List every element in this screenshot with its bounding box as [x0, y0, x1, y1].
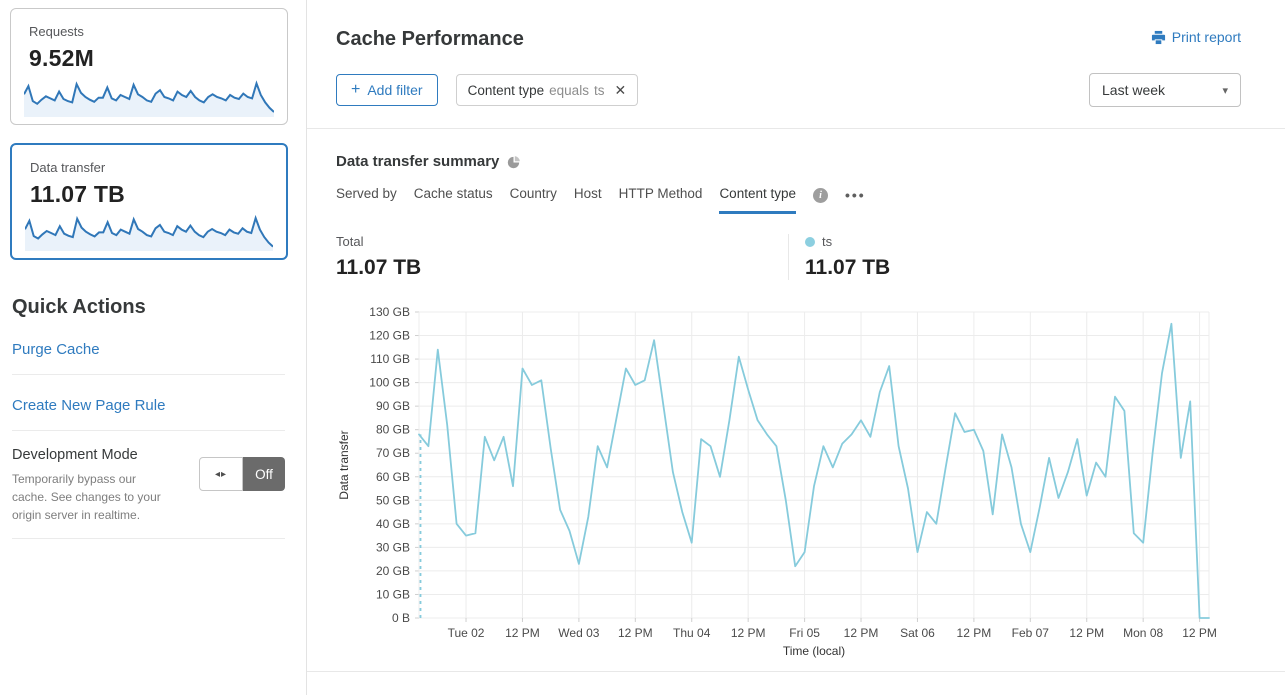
plus-icon: + — [351, 81, 361, 98]
tab-content-type[interactable]: Content type — [719, 186, 796, 214]
time-range-select[interactable]: Last week ▾ — [1089, 73, 1241, 107]
close-icon[interactable]: ✕ — [614, 81, 627, 98]
data-transfer-card[interactable]: Data transfer 11.07 TB — [10, 143, 288, 260]
svg-text:0 B: 0 B — [392, 611, 410, 625]
development-mode-title: Development Mode — [12, 447, 138, 463]
svg-text:Mon 08: Mon 08 — [1123, 626, 1163, 640]
filter-chip-value: ts — [593, 82, 605, 98]
tab-host[interactable]: Host — [573, 186, 602, 201]
development-mode-description: Temporarily bypass our cache. See change… — [12, 472, 161, 522]
header-row: Cache Performance Print report — [307, 0, 1285, 52]
svg-text:100 GB: 100 GB — [369, 376, 410, 390]
divider — [12, 430, 285, 431]
svg-text:12 PM: 12 PM — [844, 626, 879, 640]
svg-text:30 GB: 30 GB — [376, 540, 410, 554]
development-mode-row: Development Mode Temporarily bypass our … — [12, 447, 285, 524]
legend-dot-icon — [805, 236, 815, 247]
toggle-state-label: Off — [243, 457, 285, 491]
svg-text:12 PM: 12 PM — [1182, 626, 1217, 640]
quick-actions-title: Quick Actions — [12, 296, 146, 318]
info-icon[interactable]: i — [813, 187, 828, 203]
print-report-link[interactable]: Print report — [1151, 29, 1241, 45]
divider — [12, 374, 285, 375]
svg-text:70 GB: 70 GB — [376, 446, 410, 460]
data-transfer-card-label: Data transfer — [30, 160, 106, 175]
series-legend: ts — [805, 234, 890, 249]
add-filter-button[interactable]: + Add filter — [336, 74, 438, 106]
svg-text:12 PM: 12 PM — [505, 626, 540, 640]
add-filter-label: Add filter — [367, 82, 423, 98]
printer-icon — [1151, 30, 1166, 45]
development-mode-toggle[interactable]: ◂▸ Off — [199, 457, 285, 491]
requests-card-value: 9.52M — [29, 45, 94, 71]
divider — [12, 538, 285, 539]
tab-served-by[interactable]: Served by — [336, 186, 397, 201]
filter-chip[interactable]: Content type equals ts ✕ — [455, 74, 639, 106]
series-name: ts — [822, 234, 833, 249]
svg-text:80 GB: 80 GB — [376, 423, 410, 437]
data-transfer-card-value: 11.07 TB — [30, 181, 125, 207]
svg-text:10 GB: 10 GB — [376, 587, 410, 601]
more-options-icon[interactable]: ••• — [845, 187, 866, 203]
filter-row: + Add filter Content type equals ts ✕ La… — [307, 73, 1285, 107]
print-report-label: Print report — [1171, 29, 1241, 45]
svg-text:Time (local): Time (local) — [783, 644, 845, 658]
requests-card-label: Requests — [29, 24, 84, 39]
svg-text:Sat 06: Sat 06 — [900, 626, 935, 640]
svg-text:12 PM: 12 PM — [1069, 626, 1104, 640]
summary-title: Data transfer summary — [336, 153, 500, 170]
divider — [307, 128, 1285, 129]
svg-text:40 GB: 40 GB — [376, 517, 410, 531]
filter-chip-operator: equals — [549, 82, 589, 98]
svg-text:Wed 03: Wed 03 — [558, 626, 599, 640]
data-transfer-chart[interactable]: 0 B 10 GB 20 GB 30 GB 40 GB 50 GB 60 GB 70 GB 80… — [334, 302, 1285, 665]
svg-text:Thu 04: Thu 04 — [673, 626, 711, 640]
svg-text:Data transfer: Data transfer — [337, 430, 351, 499]
chevron-down-icon: ▾ — [1222, 84, 1228, 97]
development-mode-text: Development Mode Temporarily bypass our … — [12, 447, 170, 524]
total-stat: Total 11.07 TB — [336, 234, 789, 280]
svg-text:12 PM: 12 PM — [618, 626, 653, 640]
total-label: Total — [336, 234, 364, 249]
svg-text:Feb 07: Feb 07 — [1012, 626, 1050, 640]
svg-text:60 GB: 60 GB — [376, 470, 410, 484]
svg-text:130 GB: 130 GB — [369, 305, 410, 319]
svg-text:50 GB: 50 GB — [376, 493, 410, 507]
data-transfer-sparkline — [25, 211, 273, 251]
requests-sparkline — [24, 77, 274, 117]
summary-stats-row: Total 11.07 TB ts 11.07 TB — [307, 234, 1285, 280]
svg-text:12 PM: 12 PM — [731, 626, 766, 640]
tab-cache-status[interactable]: Cache status — [413, 186, 493, 201]
filter-chip-field: Content type — [467, 82, 545, 98]
svg-text:Tue 02: Tue 02 — [448, 626, 485, 640]
create-new-page-rule-link[interactable]: Create New Page Rule — [12, 397, 166, 414]
requests-card[interactable]: Requests 9.52M — [10, 8, 288, 125]
series-stat: ts 11.07 TB — [789, 234, 910, 280]
svg-text:Fri 05: Fri 05 — [789, 626, 820, 640]
divider — [307, 671, 1285, 672]
series-value: 11.07 TB — [805, 256, 891, 279]
page-title: Cache Performance — [336, 28, 524, 50]
svg-text:90 GB: 90 GB — [376, 399, 410, 413]
quick-actions-section: Quick Actions Purge Cache Create New Pag… — [0, 296, 306, 539]
purge-cache-link[interactable]: Purge Cache — [12, 341, 100, 358]
svg-text:120 GB: 120 GB — [369, 329, 410, 343]
tab-http-method[interactable]: HTTP Method — [618, 186, 703, 201]
main-panel: Cache Performance Print report + Add fil… — [307, 0, 1285, 695]
summary-tabs: Served by Cache status Country Host HTTP… — [307, 186, 1285, 214]
pie-chart-icon — [507, 156, 521, 169]
tab-country[interactable]: Country — [509, 186, 557, 201]
toggle-arrows-icon: ◂▸ — [199, 457, 243, 491]
svg-text:20 GB: 20 GB — [376, 564, 410, 578]
summary-title-row: Data transfer summary — [307, 153, 1285, 170]
total-value: 11.07 TB — [336, 256, 422, 279]
time-range-value: Last week — [1102, 82, 1166, 98]
svg-text:12 PM: 12 PM — [957, 626, 992, 640]
svg-text:110 GB: 110 GB — [370, 352, 410, 366]
sidebar: Requests 9.52M Data transfer 11.07 TB Qu… — [0, 0, 307, 695]
